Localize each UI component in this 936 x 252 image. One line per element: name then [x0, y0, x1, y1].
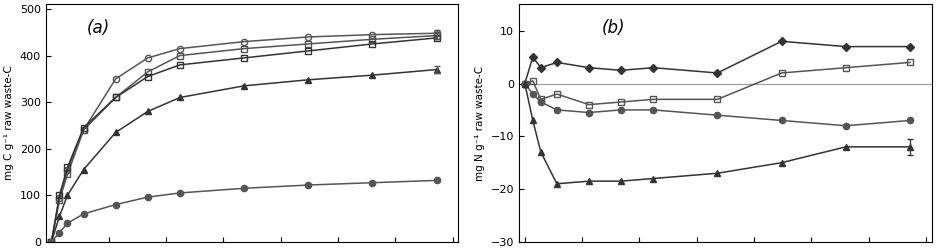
- Text: (b): (b): [602, 19, 625, 37]
- Y-axis label: mg C g⁻¹ raw waste-C: mg C g⁻¹ raw waste-C: [4, 66, 14, 180]
- Y-axis label: mg N g⁻¹ raw waste-C: mg N g⁻¹ raw waste-C: [475, 66, 485, 181]
- Text: (a): (a): [87, 19, 110, 37]
